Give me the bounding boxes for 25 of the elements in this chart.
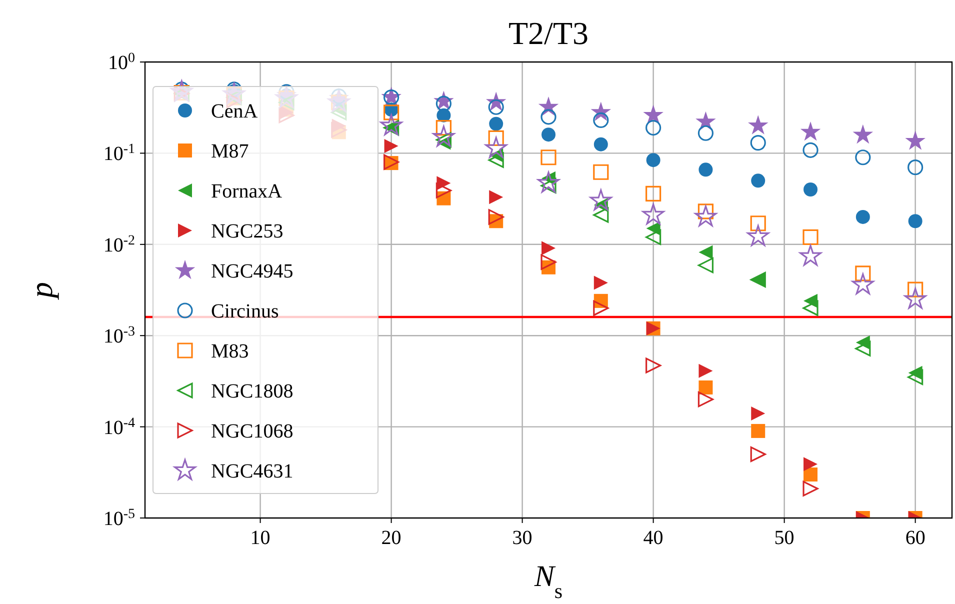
- x-axis-title: N$_{s}$: [533, 560, 563, 603]
- legend-label: NGC1068: [211, 420, 294, 442]
- y-axis-title: p: [23, 282, 59, 300]
- y-tick-label: 10$^{-2}$: [103, 232, 135, 256]
- y-tick-label: 10$^{-5}$: [103, 506, 135, 530]
- y-tick-label: 10$^{-4}$: [103, 415, 135, 439]
- chart-title: T2/T3: [508, 15, 588, 51]
- x-tick-label: 10: [250, 527, 270, 549]
- y-tick-label: 10$^{-3}$: [103, 324, 135, 348]
- y-tick-label: 10$^{0}$: [108, 50, 135, 74]
- legend-label: NGC4631: [211, 460, 294, 482]
- legend-label: CenA: [211, 100, 258, 122]
- x-tick-label: 40: [643, 527, 664, 549]
- x-tick-label: 60: [905, 527, 926, 549]
- y-tick-label: 10$^{-1}$: [103, 142, 135, 166]
- x-tick-label: 50: [774, 527, 794, 549]
- legend-label: M87: [211, 140, 249, 162]
- legend-label: FornaxA: [211, 180, 283, 202]
- legend-label: NGC4945: [211, 260, 294, 282]
- x-tick-label: 30: [512, 527, 532, 549]
- legend-label: NGC253: [211, 220, 284, 242]
- legend-label: NGC1808: [211, 380, 294, 402]
- legend-label: Circinus: [211, 300, 279, 322]
- legend-label: M83: [211, 340, 249, 362]
- x-tick-label: 20: [381, 527, 402, 549]
